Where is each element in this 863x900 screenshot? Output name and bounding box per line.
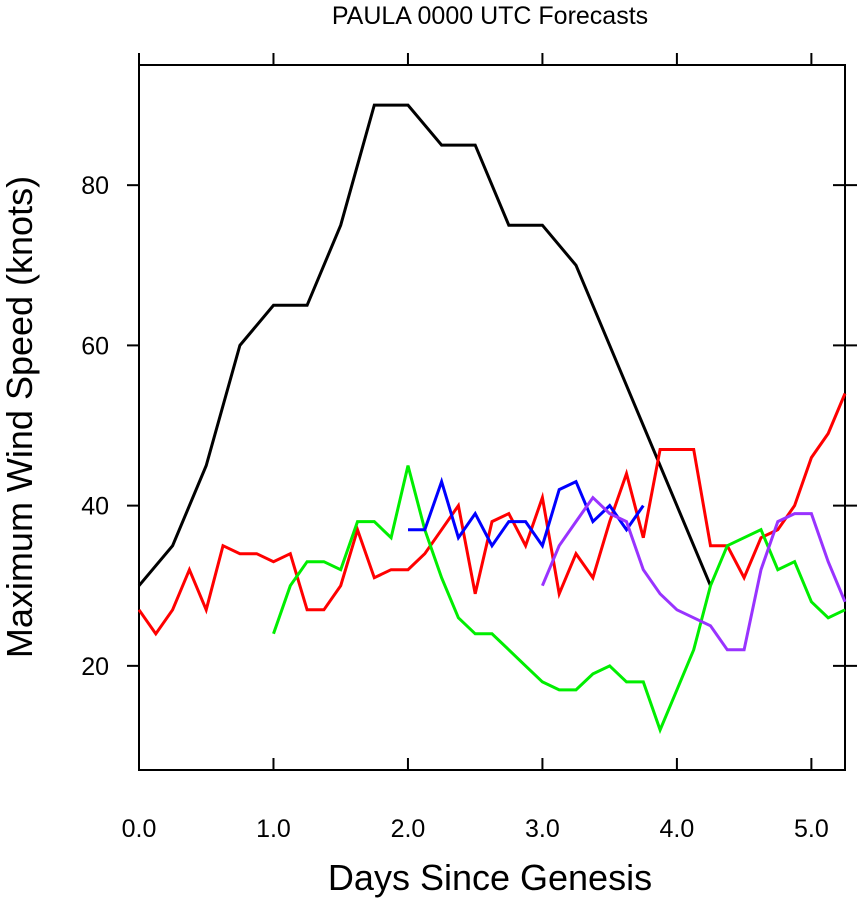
x-axis: 0.0 1.0 2.0 3.0 4.0 5.0 xyxy=(122,53,829,843)
y-tick-label: 40 xyxy=(81,493,109,521)
plot-border xyxy=(138,64,846,771)
series-line-0 xyxy=(137,103,712,587)
x-tick-label: 5.0 xyxy=(794,815,829,843)
y-tick-label: 80 xyxy=(81,172,109,200)
y-tick-label: 20 xyxy=(81,653,109,681)
y-axis-label: Maximum Wind Speed (knots) xyxy=(0,176,40,658)
y-tick-label: 60 xyxy=(81,332,109,360)
x-axis-label: Days Since Genesis xyxy=(328,857,652,898)
x-tick-label: 0.0 xyxy=(122,815,157,843)
x-tick-label: 3.0 xyxy=(525,815,560,843)
y-axis: 20 40 60 80 xyxy=(81,172,857,681)
plot-frame xyxy=(138,64,846,771)
x-tick-label: 4.0 xyxy=(660,815,695,843)
x-tick-label: 1.0 xyxy=(256,815,291,843)
series-line-1 xyxy=(137,392,847,637)
series-line-2 xyxy=(272,465,846,735)
chart-title: PAULA 0000 UTC Forecasts xyxy=(332,2,648,30)
series-line-3 xyxy=(408,476,645,550)
series-layer xyxy=(137,103,847,735)
x-tick-label: 2.0 xyxy=(391,815,426,843)
series-line-4 xyxy=(541,495,847,652)
